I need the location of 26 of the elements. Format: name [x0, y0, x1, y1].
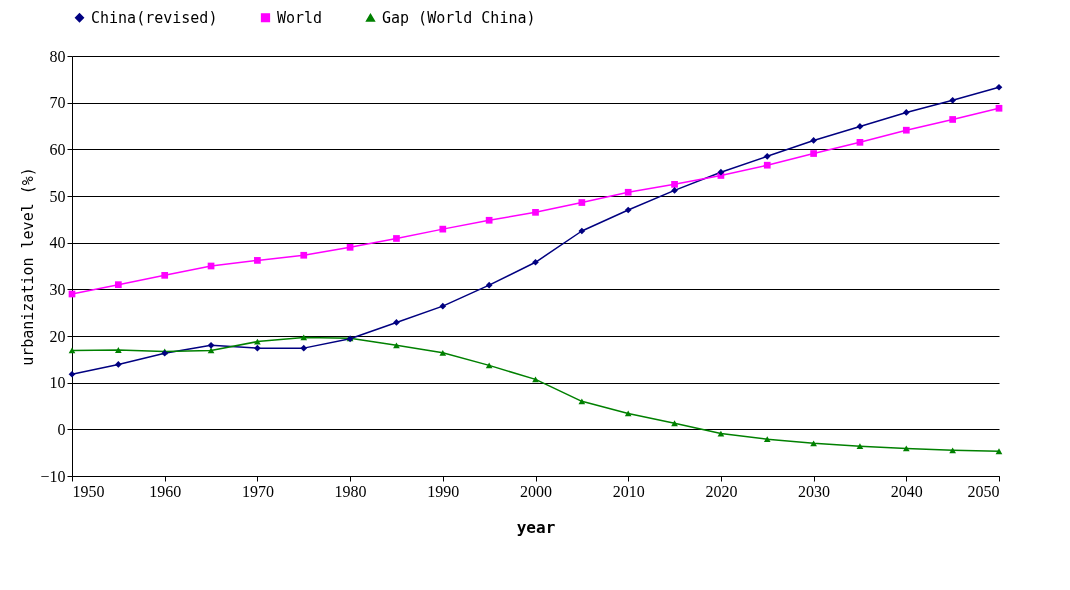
y-tick-label: −10 [40, 467, 66, 485]
x-tick-label: 1990 [427, 482, 460, 500]
x-tick-label: 2000 [520, 482, 552, 500]
x-tick-label: 1960 [149, 482, 182, 500]
x-tick-label: 1970 [241, 482, 274, 500]
legend-label: Gap (World China) [382, 8, 536, 27]
y-tick-label: 0 [57, 420, 66, 438]
y-tick-label: 30 [49, 280, 66, 298]
y-tick-label: 20 [49, 327, 66, 345]
legend-label: China(revised) [91, 8, 218, 27]
y-tick-label: 40 [49, 234, 66, 252]
y-tick-label: 50 [49, 187, 66, 205]
x-tick-label: 2050 [967, 482, 1000, 500]
y-tick-label: 60 [49, 140, 66, 158]
y-tick-label: 80 [49, 47, 66, 65]
x-tick-label: 1950 [72, 482, 105, 500]
x-tick-label: 1980 [334, 482, 367, 500]
x-tick-label: 2010 [612, 482, 645, 500]
y-axis-title: urbanization level (%) [19, 167, 38, 366]
y-tick-label: 10 [49, 374, 66, 392]
y-tick-label: 70 [49, 94, 66, 112]
x-tick-label: 2040 [890, 482, 923, 500]
x-axis-title: year [516, 517, 556, 537]
legend-label: World [277, 8, 323, 27]
x-tick-label: 2030 [798, 482, 831, 500]
x-tick-label: 2020 [705, 482, 738, 500]
